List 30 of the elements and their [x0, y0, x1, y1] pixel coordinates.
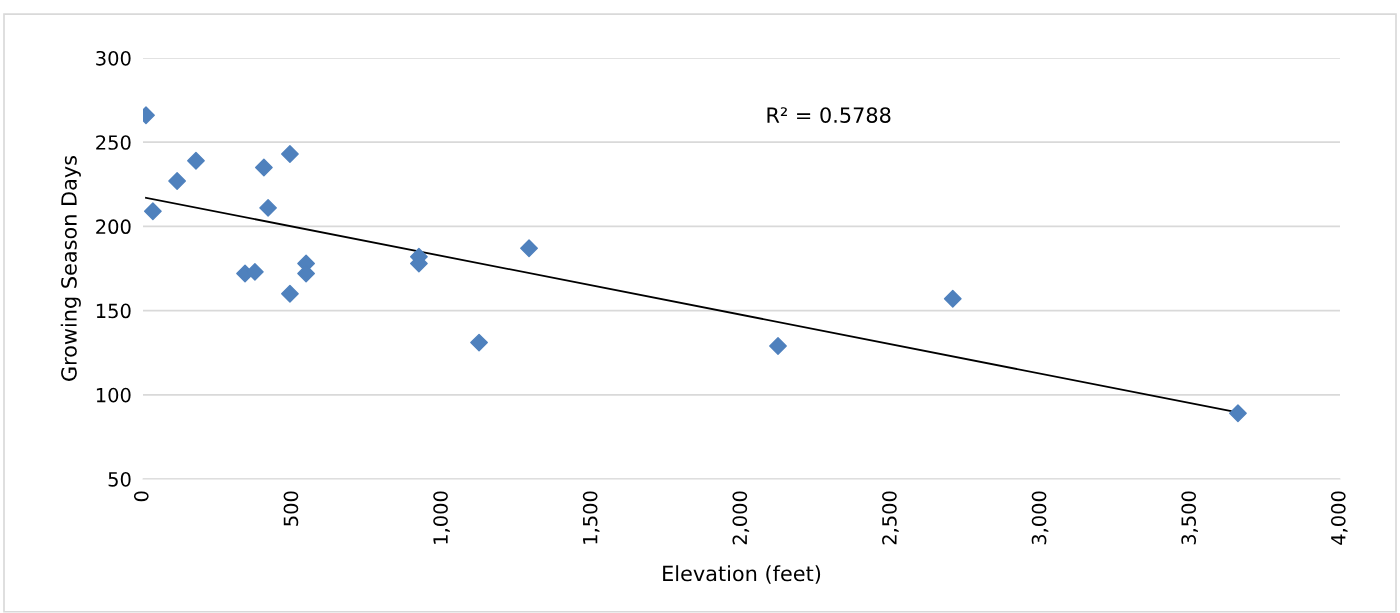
y-axis-title: Growing Season Days: [60, 155, 81, 381]
point: [254, 158, 273, 177]
x-tick-label: 2,000: [732, 491, 750, 545]
x-tick-label: 3,500: [1181, 491, 1198, 545]
point: [1229, 404, 1247, 423]
point: [769, 337, 787, 355]
y-tick-label: 250: [96, 135, 131, 150]
point: [281, 145, 299, 163]
y-tick-label: 50: [108, 471, 131, 487]
x-axis-title: Elevation (feet): [663, 565, 821, 584]
x-tick-label: 3,000: [1031, 491, 1049, 545]
point: [943, 289, 962, 308]
x-tick-label: 1,000: [433, 491, 450, 544]
y-tick-label: 150: [96, 303, 131, 319]
point: [470, 333, 488, 352]
y-tick-label: 100: [96, 387, 131, 403]
point: [520, 239, 538, 258]
x-tick-label: 0: [133, 491, 149, 502]
x-tick-label: 1,500: [582, 491, 600, 544]
annotation: R² = 0.5788: [767, 107, 891, 123]
x-tick-label: 4,000: [1330, 491, 1348, 545]
y-tick-label: 300: [96, 50, 131, 66]
point: [259, 198, 277, 217]
x-tick-label: 2,500: [882, 491, 899, 545]
point: [168, 172, 187, 190]
y-tick-label: 200: [96, 219, 131, 235]
point: [187, 151, 205, 170]
point: [281, 284, 299, 303]
x-tick-label: 500: [283, 491, 299, 526]
point: [143, 202, 162, 221]
